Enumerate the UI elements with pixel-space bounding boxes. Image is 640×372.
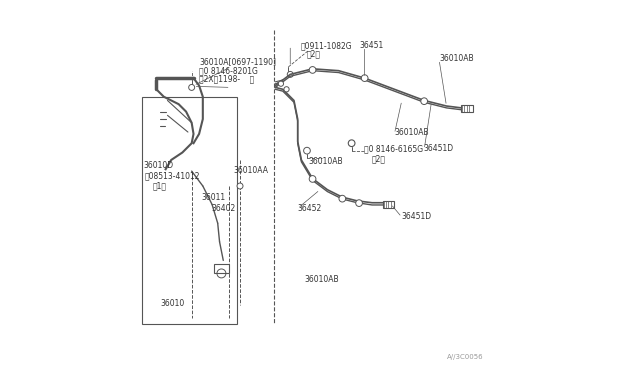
Text: （1）: （1） <box>152 182 166 190</box>
Circle shape <box>309 67 316 73</box>
Text: 36402: 36402 <box>211 204 236 213</box>
Circle shape <box>284 87 289 92</box>
Text: Ⓢ08513-41012: Ⓢ08513-41012 <box>145 171 200 180</box>
Text: 36010AB: 36010AB <box>305 275 339 283</box>
Circle shape <box>278 81 284 86</box>
Text: 36452: 36452 <box>297 204 321 213</box>
Circle shape <box>339 195 346 202</box>
Text: ⑂0 8146-8201G: ⑂0 8146-8201G <box>199 66 258 75</box>
Text: ⑂0 8146-6165G: ⑂0 8146-6165G <box>364 144 423 153</box>
Text: 36451: 36451 <box>360 41 384 50</box>
Text: 36451D: 36451D <box>401 212 431 221</box>
Bar <box>214 264 229 273</box>
Circle shape <box>303 147 310 154</box>
Text: 36010AA: 36010AA <box>234 166 269 175</box>
Circle shape <box>362 75 368 81</box>
Text: A//3C0056: A//3C0056 <box>447 354 483 360</box>
Bar <box>383 201 394 208</box>
Text: 36010AB: 36010AB <box>439 54 474 63</box>
Text: 36010AB: 36010AB <box>308 157 343 166</box>
Text: （2X）1198-    ）: （2X）1198- ） <box>199 75 254 84</box>
Text: （2）: （2） <box>371 155 385 164</box>
Circle shape <box>348 140 355 147</box>
Circle shape <box>421 98 428 105</box>
Text: 36010AB: 36010AB <box>394 128 429 137</box>
Text: ⑀0911-1082G: ⑀0911-1082G <box>301 41 352 50</box>
Text: 36010A[0697-1190]: 36010A[0697-1190] <box>199 57 276 66</box>
Circle shape <box>309 176 316 182</box>
Text: 36011: 36011 <box>201 193 225 202</box>
Text: 36010: 36010 <box>161 299 185 308</box>
FancyBboxPatch shape <box>142 97 237 324</box>
Text: 36451D: 36451D <box>424 144 454 153</box>
Text: （2）: （2） <box>307 49 321 58</box>
Circle shape <box>356 200 362 206</box>
Text: 36010D: 36010D <box>143 161 173 170</box>
Circle shape <box>237 183 243 189</box>
Bar <box>461 105 472 112</box>
